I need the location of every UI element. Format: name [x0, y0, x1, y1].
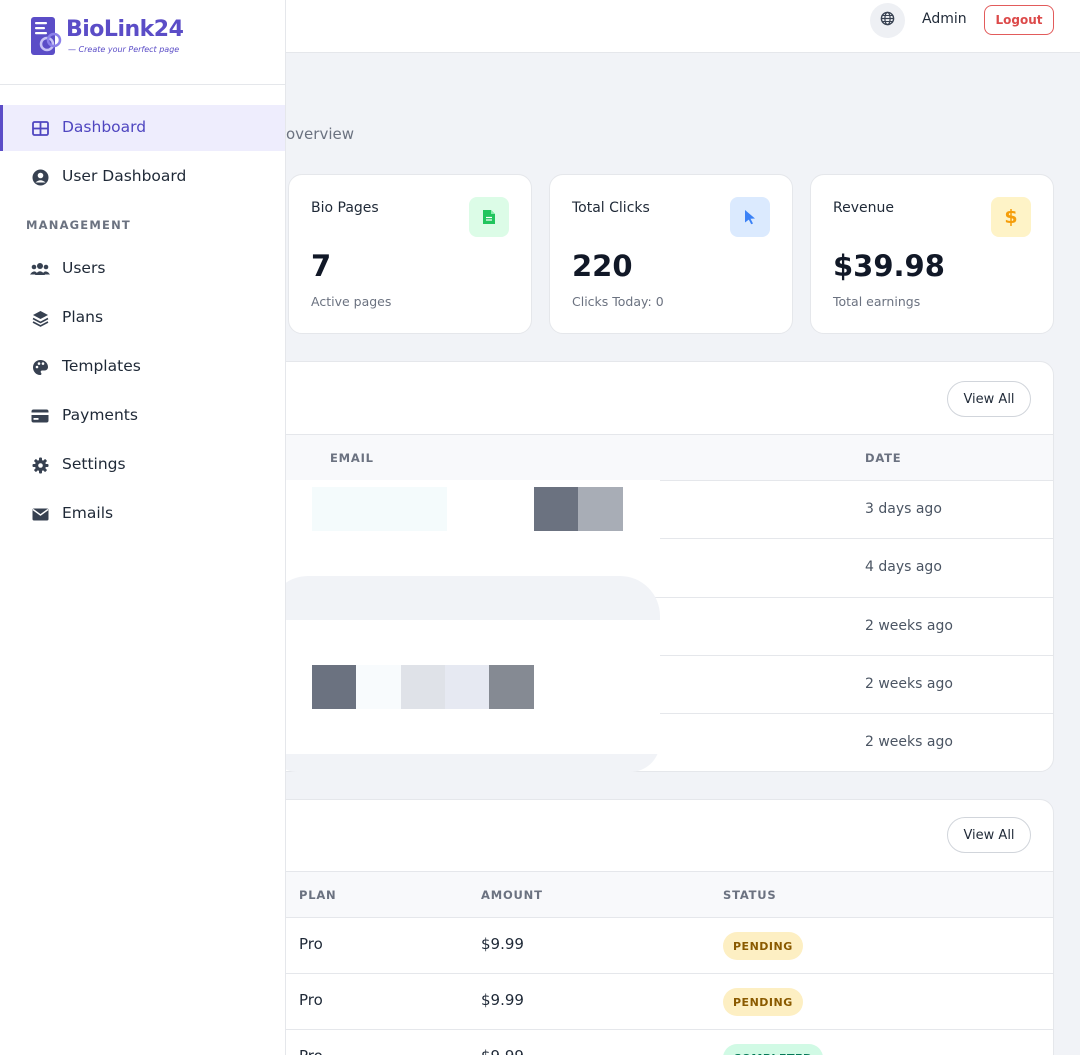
stat-subtext: Clicks Today: 0 [572, 294, 664, 309]
stat-subtext: Total earnings [833, 294, 921, 309]
stat-value: 7 [311, 249, 332, 283]
top-header: Admin Logout [286, 0, 1080, 53]
stat-title: Revenue [833, 200, 894, 216]
sidebar-item-dashboard[interactable]: Dashboard [0, 105, 285, 151]
row-amount: $9.99 [481, 935, 524, 953]
redacted-area [356, 665, 401, 709]
sidebar-item-label: User Dashboard [62, 167, 187, 185]
row-date: 2 weeks ago [865, 618, 953, 634]
logo-icon [30, 16, 64, 56]
status-badge: PENDING [723, 988, 803, 1016]
view-all-payments-button[interactable]: View All [947, 817, 1031, 853]
stat-value: 220 [572, 249, 633, 283]
gear-icon [30, 455, 50, 475]
table-row[interactable]: 4 days ago [269, 539, 1053, 598]
sidebar-item-label: Emails [62, 504, 114, 522]
cursor-icon [730, 197, 770, 237]
sidebar-item-label: Users [62, 259, 106, 277]
sidebar-item-label: Plans [62, 308, 104, 326]
view-all-users-button[interactable]: View All [947, 381, 1031, 417]
sidebar-item-label: Dashboard [62, 118, 147, 136]
row-amount: $9.99 [481, 991, 524, 1009]
stat-card-revenue: Revenue $39.98 Total earnings $ [810, 174, 1054, 334]
sidebar-item-label: Templates [62, 357, 141, 375]
brand-name: BioLink24 [66, 17, 184, 42]
row-date: 2 weeks ago [865, 734, 953, 750]
row-date: 2 weeks ago [865, 676, 953, 692]
column-header-date: DATE [865, 451, 902, 465]
table-row[interactable]: Pro $9.99 PENDING [269, 918, 1053, 974]
row-plan: Pro [299, 1047, 323, 1055]
user-circle-icon [30, 167, 50, 187]
credit-card-icon [30, 406, 50, 426]
sidebar: BioLink24 — Create your Perfect page Das… [0, 0, 286, 1055]
table-row[interactable]: 2 weeks ago [269, 656, 1053, 714]
table-row[interactable]: 3 days ago [269, 481, 1053, 539]
globe-icon [880, 11, 895, 30]
redacted-area [578, 487, 623, 531]
palette-icon [30, 357, 50, 377]
sidebar-item-settings[interactable]: Settings [0, 442, 285, 488]
redacted-area [312, 487, 447, 531]
redacted-area [445, 665, 489, 709]
sidebar-item-user-dashboard[interactable]: User Dashboard [0, 154, 285, 200]
redacted-area [312, 665, 356, 709]
stat-title: Total Clicks [572, 200, 650, 216]
file-icon [469, 197, 509, 237]
users-icon [30, 259, 50, 279]
stat-card-total-clicks: Total Clicks 220 Clicks Today: 0 [549, 174, 793, 334]
dashboard-grid-icon [30, 118, 50, 138]
column-header-amount: AMOUNT [481, 888, 543, 902]
logout-button[interactable]: Logout [984, 5, 1054, 35]
layers-icon [30, 308, 50, 328]
stat-subtext: Active pages [311, 294, 392, 309]
stat-title: Bio Pages [311, 200, 379, 216]
user-name[interactable]: Admin [922, 11, 967, 27]
redacted-area [489, 665, 534, 709]
table-row[interactable]: 2 weeks ago [269, 714, 1053, 771]
recent-payments-panel: View All PLAN AMOUNT STATUS Pro $9.99 PE… [268, 799, 1054, 1055]
status-badge: COMPLETED [723, 1044, 823, 1055]
brand-tagline: — Create your Perfect page [68, 45, 180, 54]
table-header: PLAN AMOUNT STATUS [269, 871, 1053, 918]
envelope-icon [30, 504, 50, 524]
row-plan: Pro [299, 935, 323, 953]
dollar-icon: $ [991, 197, 1031, 237]
sidebar-item-emails[interactable]: Emails [0, 491, 285, 537]
sidebar-item-templates[interactable]: Templates [0, 344, 285, 390]
page-subtitle: overview [286, 125, 354, 143]
column-header-plan: PLAN [299, 888, 337, 902]
table-row[interactable]: Pro $9.99 COMPLETED [269, 1030, 1053, 1055]
sidebar-item-users[interactable]: Users [0, 246, 285, 292]
language-button[interactable] [870, 3, 905, 38]
row-plan: Pro [299, 991, 323, 1009]
column-header-status: STATUS [723, 888, 777, 902]
sidebar-item-payments[interactable]: Payments [0, 393, 285, 439]
status-badge: PENDING [723, 932, 803, 960]
column-header-email: EMAIL [330, 451, 374, 465]
row-date: 4 days ago [865, 559, 942, 575]
redacted-area [401, 665, 445, 709]
row-amount: $9.99 [481, 1047, 524, 1055]
redacted-area [534, 487, 578, 531]
logo[interactable]: BioLink24 — Create your Perfect page [0, 0, 285, 85]
table-header: EMAIL DATE [269, 434, 1053, 481]
sidebar-item-label: Payments [62, 406, 138, 424]
stat-value: $39.98 [833, 249, 945, 283]
sidebar-item-label: Settings [62, 455, 126, 473]
row-date: 3 days ago [865, 501, 942, 517]
stat-card-bio-pages: Bio Pages 7 Active pages [288, 174, 532, 334]
table-row[interactable]: 2 weeks ago [269, 598, 1053, 656]
table-row[interactable]: Pro $9.99 PENDING [269, 974, 1053, 1030]
sidebar-item-plans[interactable]: Plans [0, 295, 285, 341]
sidebar-section-title: MANAGEMENT [26, 218, 131, 232]
